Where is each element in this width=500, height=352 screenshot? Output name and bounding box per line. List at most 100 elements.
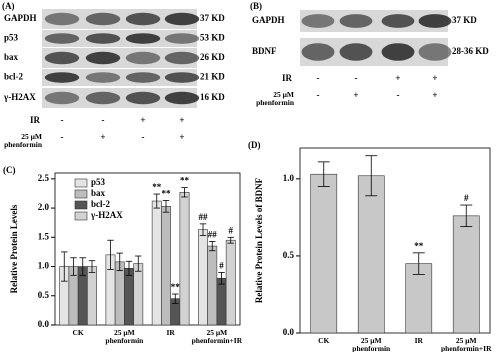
x-tick-label: 25 μM phenformin+IR	[440, 336, 492, 352]
error-bar	[365, 155, 378, 197]
bar	[198, 229, 208, 326]
phenformin-sign: +	[432, 90, 437, 100]
phenformin-label: 25 μM phenformin	[4, 132, 42, 149]
x-tick-label: 25 μM phenformin	[105, 328, 144, 345]
legend-swatch	[74, 211, 88, 221]
error-bar	[460, 204, 473, 228]
error-bar	[88, 260, 96, 273]
phenformin-sign: -	[142, 132, 145, 142]
blot-band	[85, 33, 121, 44]
y-tick-label: 1.0	[283, 173, 295, 183]
y-tick-label: 2.0	[38, 202, 50, 212]
error-bar	[70, 257, 77, 276]
band-size: 26 KD	[200, 52, 225, 62]
significance-mark: ##	[208, 229, 218, 239]
ir-label: IR	[30, 115, 41, 125]
bar	[161, 206, 171, 326]
ir-sign: +	[395, 73, 400, 83]
band-name: GAPDH	[4, 13, 37, 23]
band-name: γ-H2AX	[3, 92, 36, 102]
bar	[405, 263, 433, 334]
bar	[207, 245, 218, 326]
y-tick-label: 1.5	[38, 231, 50, 241]
plot-frame	[299, 147, 491, 334]
panel-label: (C)	[3, 165, 16, 175]
phenformin-sign: +	[353, 90, 358, 100]
bar	[114, 261, 125, 326]
blot-band	[44, 51, 80, 65]
blot-band	[44, 72, 80, 83]
x-tick-label: 25 μM phenformin	[352, 336, 391, 352]
x-tick-label: IR	[414, 336, 423, 345]
error-bar	[227, 236, 234, 244]
legend-swatch	[74, 200, 88, 210]
legend-label: γ-H2AX	[90, 210, 123, 220]
error-bar	[317, 161, 330, 187]
blot-band	[418, 43, 452, 61]
ir-sign: -	[317, 73, 320, 83]
y-tick-label: 0.0	[38, 319, 50, 329]
panel-label: (A)	[2, 1, 15, 11]
x-tick-label: IR	[166, 328, 175, 337]
bar	[151, 200, 162, 326]
blot-band	[301, 14, 335, 28]
error-bar	[135, 255, 142, 272]
x-tick-label: 25 μM phenformin+IR	[191, 328, 243, 345]
band-name: bax	[4, 52, 19, 62]
y-tick-label: 0.0	[283, 327, 295, 337]
phenformin-sign: -	[397, 90, 400, 100]
blot-background	[300, 10, 448, 32]
ir-sign: +	[179, 115, 184, 125]
blot-band	[85, 12, 121, 26]
error-bar	[116, 252, 123, 272]
bar	[452, 215, 480, 334]
phenformin-sign: +	[100, 132, 105, 142]
legend-label: p53	[91, 177, 106, 187]
phenformin-sign: -	[317, 90, 320, 100]
error-bar	[172, 293, 179, 304]
blot-band	[418, 14, 452, 28]
bar	[225, 239, 236, 326]
blot-band	[85, 91, 121, 105]
legend-label: bcl-2	[91, 199, 110, 209]
blot-band	[125, 72, 161, 83]
error-bar	[162, 200, 170, 213]
blot-band	[381, 14, 415, 28]
significance-mark: **	[180, 176, 190, 186]
blot-band	[164, 33, 200, 44]
bar	[357, 175, 385, 334]
blot-band	[44, 33, 80, 44]
band-size: 28-36 KD	[452, 46, 489, 56]
blot-band	[164, 91, 200, 105]
ir-sign: -	[102, 115, 105, 125]
blot-band	[301, 43, 335, 61]
error-bar	[125, 260, 133, 276]
band-size: 37 KD	[200, 13, 225, 23]
blot-band	[339, 43, 373, 61]
y-axis-label: Relative Protein Levels of BDNF	[254, 177, 264, 303]
band-name: p53	[4, 33, 19, 43]
error-bar	[181, 187, 188, 198]
ir-sign: -	[355, 73, 358, 83]
blot-band	[164, 51, 200, 65]
error-bar	[209, 240, 216, 252]
blot-band	[85, 72, 121, 83]
y-tick-label: 0.5	[38, 290, 50, 300]
phenformin-label: 25 μM phenformin	[256, 90, 294, 107]
bar	[310, 173, 338, 334]
blot-band	[381, 43, 415, 61]
ir-label: IR	[282, 73, 293, 83]
band-size: 53 KD	[200, 33, 225, 43]
blot-band	[44, 91, 80, 105]
error-bar	[218, 271, 225, 285]
bar	[179, 191, 190, 326]
bar	[124, 267, 134, 326]
significance-mark: **	[162, 189, 172, 199]
blot-band	[44, 12, 80, 26]
blot-band	[85, 51, 121, 65]
significance-mark: #	[464, 193, 469, 203]
blot-band	[125, 33, 161, 44]
y-tick-label: 1.0	[38, 261, 50, 271]
phenformin-sign: -	[61, 132, 64, 142]
blot-band	[339, 14, 373, 28]
